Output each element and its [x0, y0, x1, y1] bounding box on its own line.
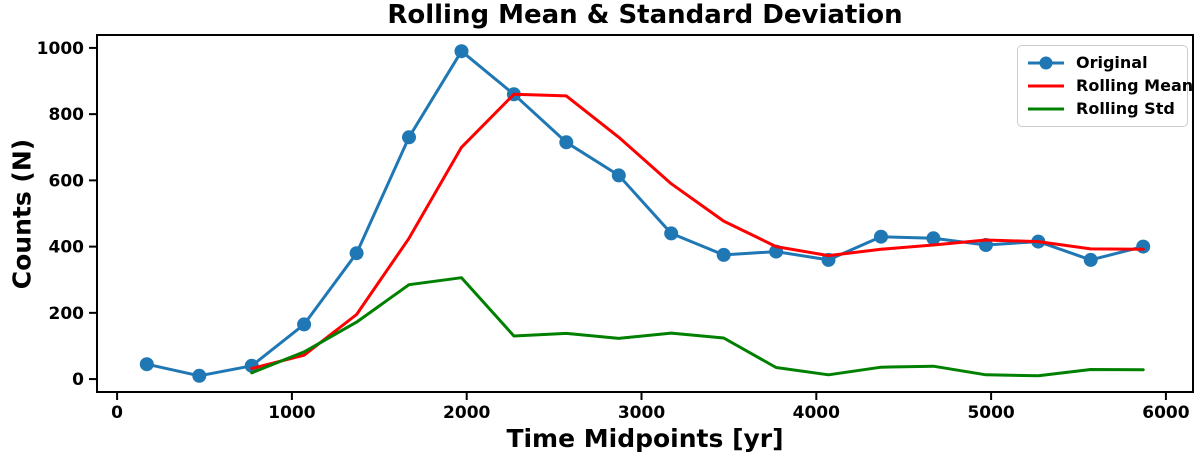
data-point-marker: [139, 357, 154, 372]
legend-swatch-rolling-mean-icon: [1028, 84, 1064, 88]
x-tick-label: 4000: [793, 403, 840, 423]
legend-label-original: Original: [1076, 53, 1148, 72]
legend-label-rolling-mean: Rolling Mean: [1076, 76, 1194, 95]
data-point-marker: [1083, 252, 1098, 267]
x-axis-label: Time Midpoints [yr]: [506, 424, 784, 453]
axes-frame: [96, 34, 1194, 393]
x-tick-label: 3000: [618, 403, 665, 423]
data-point-marker: [716, 247, 731, 262]
data-point-marker: [297, 317, 312, 332]
legend-item-rolling-mean: Rolling Mean: [1027, 75, 1193, 97]
x-tick-label: 5000: [967, 403, 1014, 423]
y-tick-label: 800: [49, 105, 85, 125]
legend-item-original: Original: [1027, 52, 1178, 74]
data-point-marker: [611, 168, 626, 183]
series-line-rolling-mean: [250, 92, 1145, 370]
data-point-marker: [559, 135, 574, 150]
y-tick-label: 600: [49, 171, 85, 191]
data-point-marker: [664, 226, 679, 241]
legend-item-rolling-std: Rolling Std: [1027, 98, 1178, 120]
data-point-marker: [1136, 239, 1151, 254]
y-tick-label: 1000: [37, 39, 84, 59]
x-tick-label: 6000: [1142, 403, 1189, 423]
y-tick-label: 400: [49, 238, 85, 258]
x-tick-label: 2000: [443, 403, 490, 423]
series-line-rolling-std: [250, 276, 1145, 378]
data-point-marker: [192, 368, 207, 383]
data-point-marker: [402, 130, 416, 145]
data-point-marker: [244, 358, 259, 373]
data-point-marker: [349, 246, 364, 261]
y-axis-label: Counts (N): [7, 138, 37, 290]
x-tick-label: 0: [111, 403, 123, 423]
x-tick-label: 1000: [268, 403, 315, 423]
y-tick-label: 0: [72, 370, 84, 390]
y-tick-label: 200: [49, 304, 85, 324]
data-point-marker: [454, 44, 469, 59]
legend: Original Rolling Mean Rolling Std: [1017, 45, 1193, 127]
series-line-original: [145, 49, 1145, 378]
data-point-marker: [874, 229, 888, 244]
legend-swatch-rolling-std-icon: [1028, 107, 1064, 111]
data-point-marker: [926, 231, 941, 246]
chart-title: Rolling Mean & Standard Deviation: [387, 0, 903, 30]
legend-label-rolling-std: Rolling Std: [1076, 99, 1175, 118]
legend-swatch-original-icon: [1028, 56, 1064, 70]
